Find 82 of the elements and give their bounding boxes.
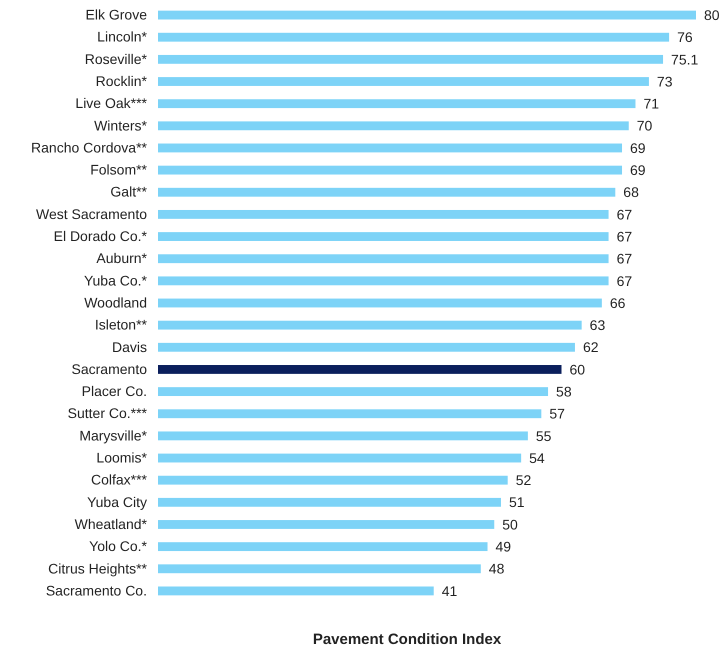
data-label: 67 xyxy=(616,272,632,289)
y-tick-label: Rancho Cordova** xyxy=(31,139,148,156)
data-label: 68 xyxy=(623,184,640,200)
y-tick-label: Live Oak*** xyxy=(75,95,148,112)
data-label: 55 xyxy=(536,428,552,444)
data-label: 60 xyxy=(570,361,586,378)
data-label: 69 xyxy=(630,140,646,156)
bar xyxy=(158,54,664,64)
data-label: 50 xyxy=(502,516,518,532)
data-label: 52 xyxy=(516,472,532,488)
bar xyxy=(158,144,622,152)
y-tick-label: Placer Co. xyxy=(82,383,147,400)
y-tick-label: Roseville* xyxy=(84,50,148,67)
y-tick-label: Marysville* xyxy=(79,427,148,444)
bar xyxy=(158,276,609,286)
y-tick-label: Sacramento Co. xyxy=(46,582,147,598)
bar xyxy=(158,254,609,264)
data-label: 58 xyxy=(556,383,572,400)
data-label: 70 xyxy=(636,118,653,134)
bar xyxy=(158,32,670,42)
data-label: 69 xyxy=(630,162,646,178)
bar xyxy=(158,298,602,308)
y-tick-label: Lincoln* xyxy=(97,28,148,45)
y-tick-label: Citrus Heights** xyxy=(48,560,148,576)
y-tick-label: Colfax*** xyxy=(90,472,148,488)
bar xyxy=(158,210,609,219)
y-tick-label: Isleton** xyxy=(94,316,148,333)
bar xyxy=(158,476,508,485)
y-tick-label: Yuba City xyxy=(87,494,147,510)
y-tick-label: Galt** xyxy=(110,184,148,200)
bar xyxy=(158,342,575,352)
bar xyxy=(158,498,501,507)
bar xyxy=(158,431,528,440)
bar xyxy=(158,320,582,330)
y-tick-label: West Sacramento xyxy=(36,206,148,222)
bar xyxy=(158,99,636,108)
y-tick-label: Elk Grove xyxy=(86,6,148,23)
bar xyxy=(158,542,488,552)
y-tick-label: Yolo Co.* xyxy=(89,538,148,554)
data-label: 67 xyxy=(616,250,632,267)
data-label: 67 xyxy=(616,228,632,244)
bar xyxy=(158,586,434,596)
bar xyxy=(158,232,609,241)
y-tick-label: Sutter Co.*** xyxy=(68,405,148,422)
data-label: 57 xyxy=(549,406,566,422)
x-axis-title: Pavement Condition Index xyxy=(312,631,502,648)
bar xyxy=(158,454,522,462)
bar xyxy=(158,188,616,197)
data-label: 76 xyxy=(677,29,693,46)
data-label: 41 xyxy=(442,582,458,599)
bar xyxy=(158,365,562,374)
bar xyxy=(158,409,542,418)
data-label: 75.1 xyxy=(671,51,699,68)
y-tick-label: Loomis* xyxy=(96,450,148,466)
data-label: 67 xyxy=(616,206,632,222)
data-label: 54 xyxy=(529,450,545,466)
data-label: 80 xyxy=(704,6,720,23)
y-tick-label: Auburn* xyxy=(96,250,148,266)
y-tick-label: El Dorado Co.* xyxy=(54,228,148,244)
data-label: 73 xyxy=(656,73,673,90)
y-tick-label: Woodland xyxy=(84,294,147,310)
y-tick-label: Davis xyxy=(112,338,147,355)
bar xyxy=(158,10,696,20)
y-tick-label: Winters* xyxy=(94,117,148,134)
y-tick-label: Folsom** xyxy=(90,162,148,178)
bar xyxy=(158,77,649,86)
bar xyxy=(158,520,494,529)
y-tick-label: Rocklin* xyxy=(96,73,148,89)
data-label: 48 xyxy=(488,560,505,577)
y-tick-label: Sacramento xyxy=(72,360,148,377)
data-label: 63 xyxy=(590,317,606,334)
bar xyxy=(158,564,481,574)
data-label: 71 xyxy=(643,96,660,112)
data-label: 51 xyxy=(508,494,525,510)
data-label: 49 xyxy=(496,538,512,555)
data-label: 66 xyxy=(610,294,626,311)
y-tick-label: Yuba Co.* xyxy=(84,272,148,288)
bar xyxy=(158,121,629,130)
data-label: 62 xyxy=(582,339,599,356)
y-tick-label: Wheatland* xyxy=(74,516,148,532)
bar xyxy=(158,166,622,175)
bar xyxy=(158,387,548,396)
